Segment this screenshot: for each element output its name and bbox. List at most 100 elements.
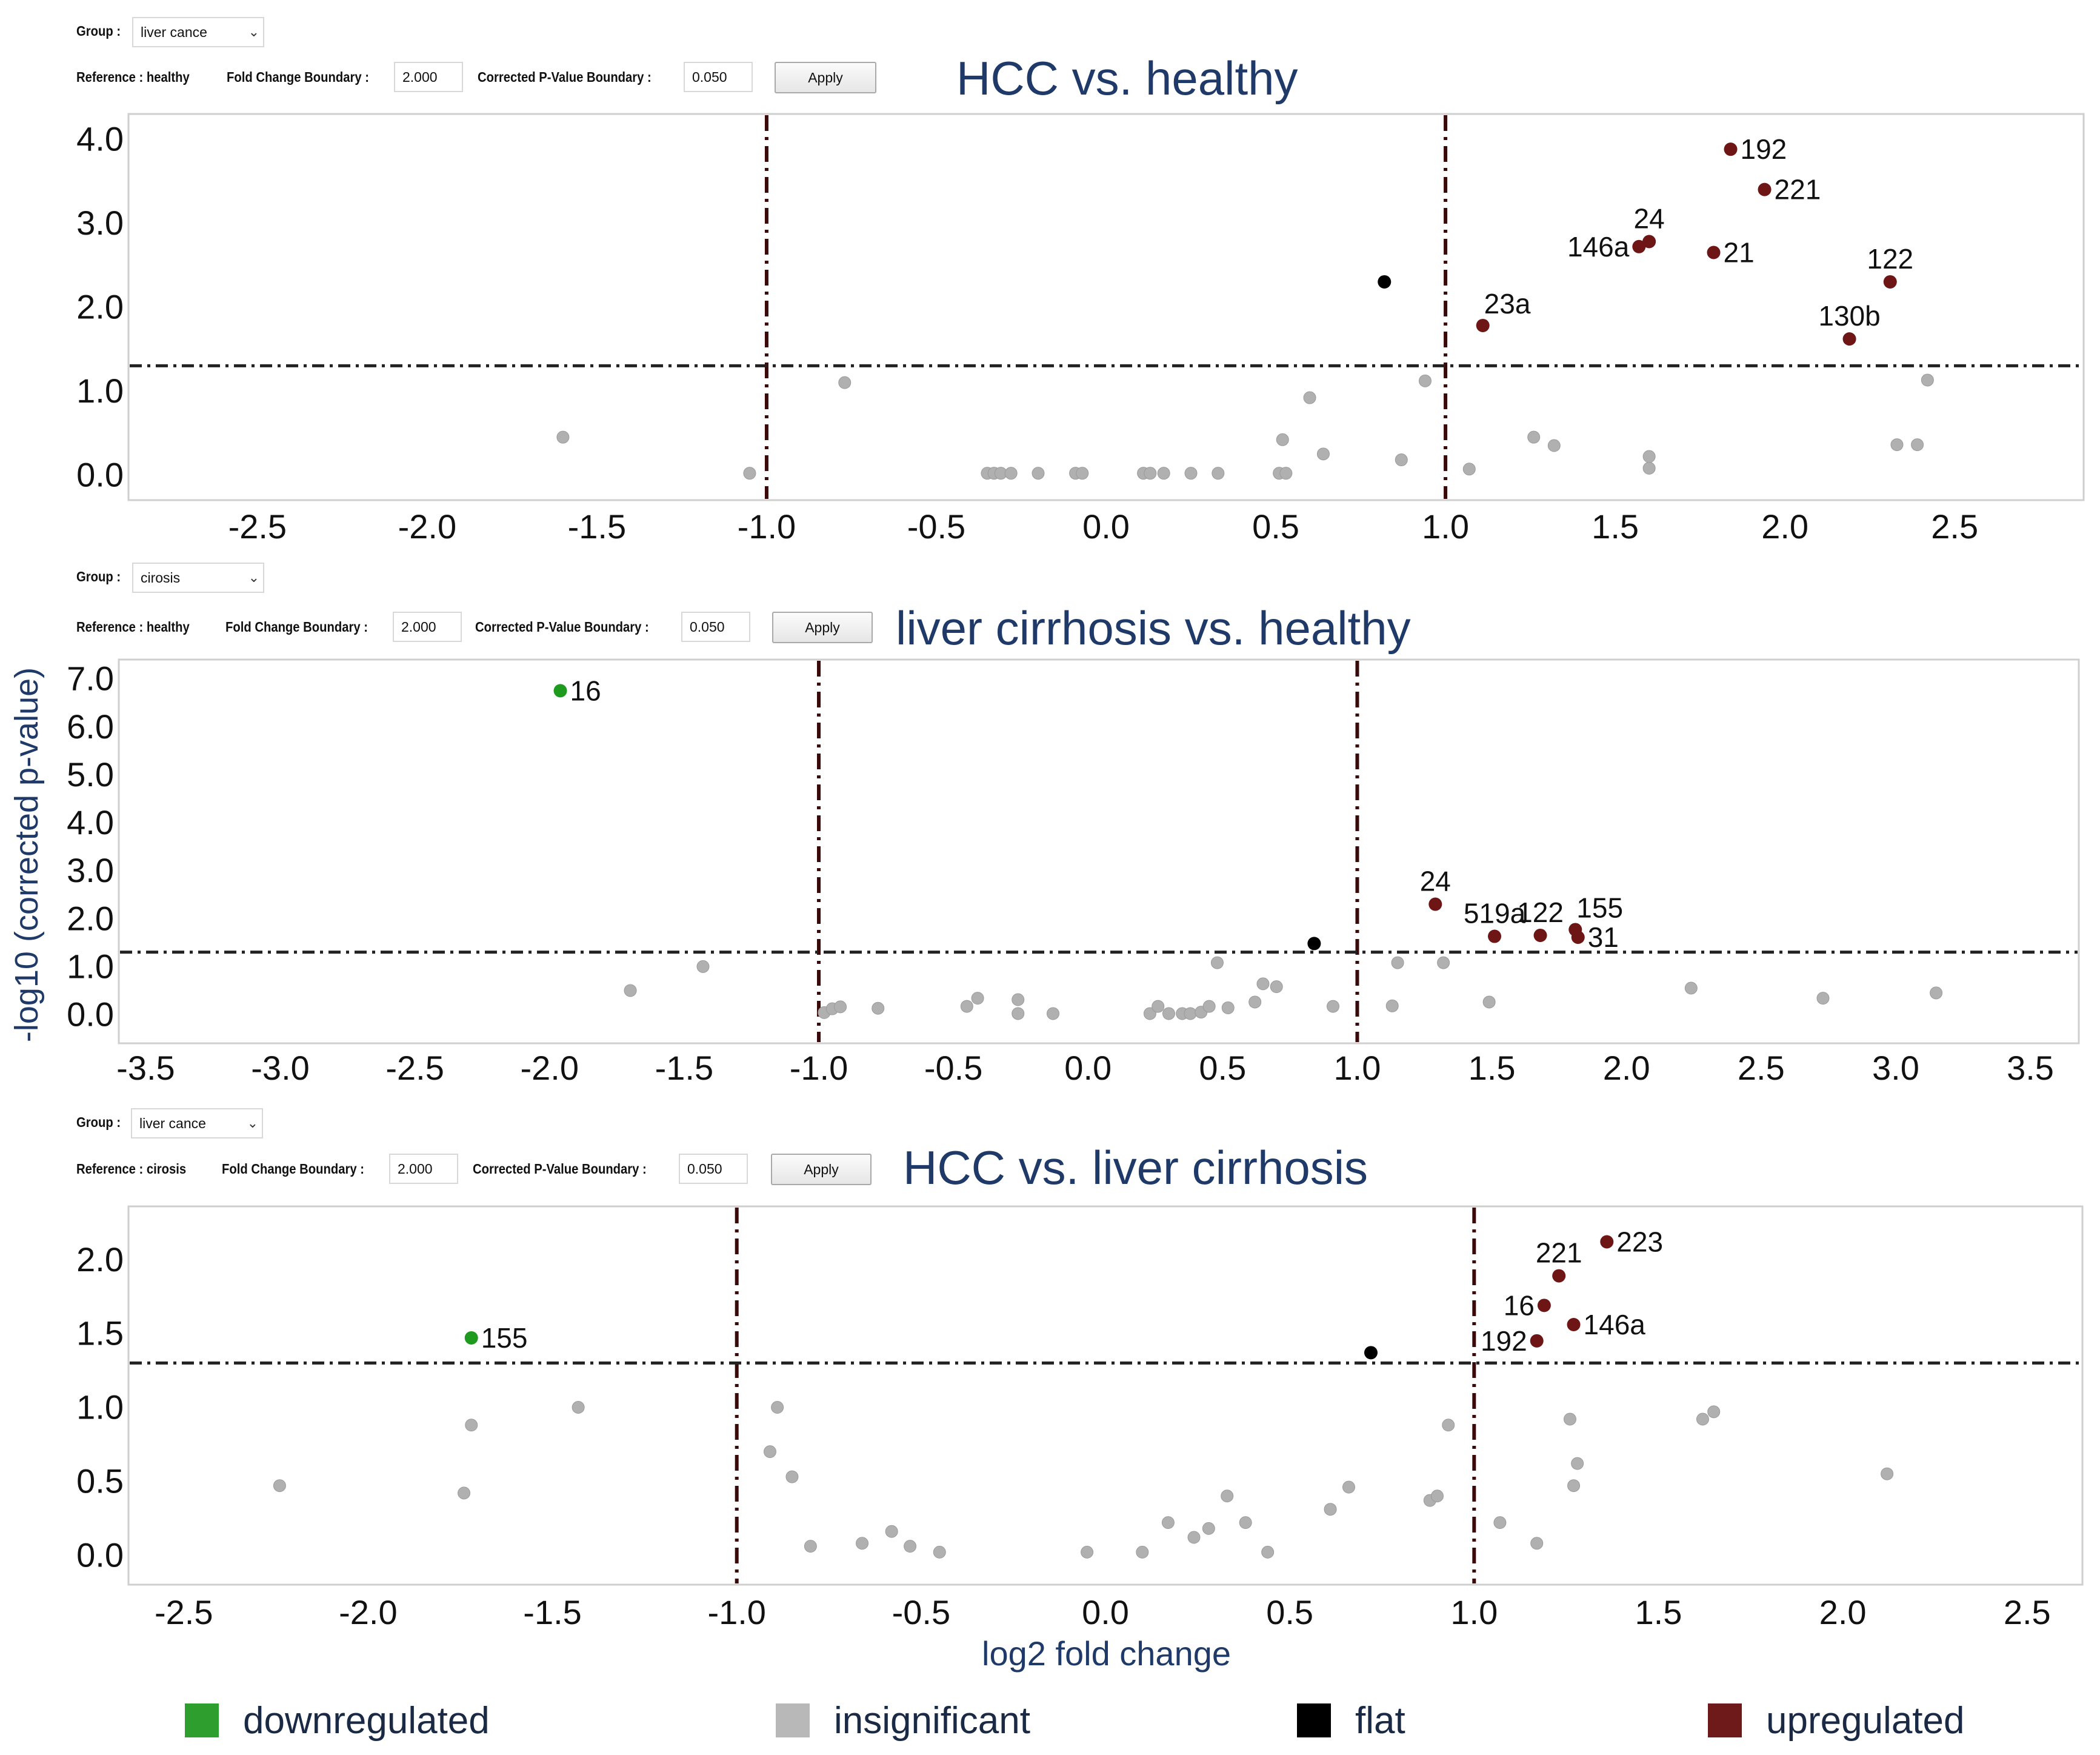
data-point-insignificant[interactable] xyxy=(763,1445,776,1459)
data-point-downregulated[interactable] xyxy=(553,684,567,698)
data-point-insignificant[interactable] xyxy=(1144,467,1157,480)
data-point-insignificant[interactable] xyxy=(1462,463,1476,476)
data-point-upregulated[interactable] xyxy=(1567,1318,1581,1331)
fold-change-input[interactable]: 2.000 xyxy=(393,612,462,642)
data-point-upregulated[interactable] xyxy=(1428,897,1442,911)
data-point-upregulated[interactable] xyxy=(1883,275,1897,289)
data-point-insignificant[interactable] xyxy=(885,1525,898,1538)
data-point-insignificant[interactable] xyxy=(1032,467,1045,480)
apply-button[interactable]: Apply xyxy=(775,62,876,93)
data-point-insignificant[interactable] xyxy=(1442,1419,1455,1432)
data-point-insignificant[interactable] xyxy=(1136,1545,1149,1559)
pvalue-input[interactable]: 0.050 xyxy=(681,612,750,642)
data-point-insignificant[interactable] xyxy=(1303,391,1316,404)
data-point-insignificant[interactable] xyxy=(1696,1412,1709,1426)
data-point-insignificant[interactable] xyxy=(1911,438,1924,452)
group-select[interactable]: liver cance ⌄ xyxy=(132,17,264,47)
data-point-insignificant[interactable] xyxy=(1890,438,1904,452)
data-point-insignificant[interactable] xyxy=(960,1000,973,1013)
data-point-insignificant[interactable] xyxy=(1157,467,1170,480)
data-point-upregulated[interactable] xyxy=(1724,142,1738,156)
data-point-insignificant[interactable] xyxy=(771,1401,784,1414)
data-point-insignificant[interactable] xyxy=(572,1401,585,1414)
data-point-flat[interactable] xyxy=(1378,275,1392,289)
data-point-insignificant[interactable] xyxy=(273,1479,286,1493)
data-point-insignificant[interactable] xyxy=(1324,1503,1337,1516)
data-point-insignificant[interactable] xyxy=(1567,1479,1581,1493)
group-select[interactable]: liver cance ⌄ xyxy=(131,1108,263,1138)
data-point-insignificant[interactable] xyxy=(1184,1007,1197,1020)
data-point-insignificant[interactable] xyxy=(1707,1405,1721,1419)
data-point-insignificant[interactable] xyxy=(1152,1000,1165,1013)
data-point-upregulated[interactable] xyxy=(1533,928,1547,942)
data-point-insignificant[interactable] xyxy=(1881,1467,1894,1480)
data-point-insignificant[interactable] xyxy=(1326,1000,1339,1013)
data-point-insignificant[interactable] xyxy=(458,1486,471,1500)
data-point-upregulated[interactable] xyxy=(1632,239,1646,253)
data-point-insignificant[interactable] xyxy=(838,376,852,389)
data-point-insignificant[interactable] xyxy=(1212,467,1225,480)
data-point-insignificant[interactable] xyxy=(1261,1545,1275,1559)
data-point-upregulated[interactable] xyxy=(1707,246,1721,259)
fold-change-input[interactable]: 2.000 xyxy=(389,1154,458,1184)
data-point-insignificant[interactable] xyxy=(1202,1522,1215,1535)
data-point-insignificant[interactable] xyxy=(1081,1545,1094,1559)
data-point-insignificant[interactable] xyxy=(1437,956,1450,969)
data-point-insignificant[interactable] xyxy=(1391,956,1404,969)
data-point-insignificant[interactable] xyxy=(1493,1516,1507,1529)
data-point-insignificant[interactable] xyxy=(971,992,984,1005)
data-point-insignificant[interactable] xyxy=(1342,1480,1355,1494)
data-point-insignificant[interactable] xyxy=(1248,995,1262,1009)
data-point-insignificant[interactable] xyxy=(1430,1489,1444,1503)
data-point-insignificant[interactable] xyxy=(1418,374,1432,387)
fold-change-input[interactable]: 2.000 xyxy=(394,62,463,92)
data-point-insignificant[interactable] xyxy=(1642,461,1656,475)
data-point-insignificant[interactable] xyxy=(1547,439,1561,452)
data-point-insignificant[interactable] xyxy=(1930,986,1943,1000)
data-point-insignificant[interactable] xyxy=(1221,1489,1234,1503)
data-point-upregulated[interactable] xyxy=(1552,1269,1566,1283)
data-point-insignificant[interactable] xyxy=(1221,1001,1235,1014)
data-point-insignificant[interactable] xyxy=(1161,1516,1175,1529)
data-point-upregulated[interactable] xyxy=(1476,318,1490,332)
apply-button[interactable]: Apply xyxy=(771,1154,872,1185)
data-point-insignificant[interactable] xyxy=(1256,977,1270,991)
data-point-insignificant[interactable] xyxy=(1921,373,1934,387)
data-point-insignificant[interactable] xyxy=(1571,1457,1584,1470)
data-point-insignificant[interactable] xyxy=(465,1419,478,1432)
data-point-flat[interactable] xyxy=(1364,1346,1378,1360)
data-point-insignificant[interactable] xyxy=(904,1540,917,1553)
data-point-insignificant[interactable] xyxy=(1210,956,1224,969)
data-point-insignificant[interactable] xyxy=(624,984,637,997)
data-point-insignificant[interactable] xyxy=(804,1540,817,1553)
data-point-upregulated[interactable] xyxy=(1842,332,1856,346)
data-point-insignificant[interactable] xyxy=(1276,433,1289,446)
data-point-upregulated[interactable] xyxy=(1758,182,1772,196)
data-point-upregulated[interactable] xyxy=(1600,1235,1614,1249)
data-point-insignificant[interactable] xyxy=(1385,999,1399,1012)
data-point-upregulated[interactable] xyxy=(1642,235,1656,249)
data-point-insignificant[interactable] xyxy=(743,467,756,480)
data-point-upregulated[interactable] xyxy=(1488,929,1502,943)
data-point-insignificant[interactable] xyxy=(1530,1537,1544,1550)
data-point-insignificant[interactable] xyxy=(1012,1007,1025,1020)
data-point-insignificant[interactable] xyxy=(1004,467,1018,480)
data-point-insignificant[interactable] xyxy=(1143,1007,1156,1020)
data-point-insignificant[interactable] xyxy=(1482,995,1496,1009)
data-point-insignificant[interactable] xyxy=(1184,467,1198,480)
data-point-insignificant[interactable] xyxy=(1816,992,1830,1005)
data-point-flat[interactable] xyxy=(1307,937,1321,951)
data-point-insignificant[interactable] xyxy=(1076,467,1089,480)
data-point-insignificant[interactable] xyxy=(834,1000,847,1014)
data-point-upregulated[interactable] xyxy=(1537,1299,1551,1312)
data-point-insignificant[interactable] xyxy=(1279,467,1293,480)
group-select[interactable]: cirosis ⌄ xyxy=(132,563,264,593)
data-point-downregulated[interactable] xyxy=(464,1331,478,1345)
data-point-insignificant[interactable] xyxy=(696,960,710,973)
data-point-upregulated[interactable] xyxy=(1571,931,1585,944)
data-point-insignificant[interactable] xyxy=(785,1470,799,1483)
data-point-insignificant[interactable] xyxy=(1395,453,1408,467)
data-point-insignificant[interactable] xyxy=(1563,1412,1576,1426)
apply-button[interactable]: Apply xyxy=(772,612,873,643)
data-point-insignificant[interactable] xyxy=(933,1545,946,1559)
